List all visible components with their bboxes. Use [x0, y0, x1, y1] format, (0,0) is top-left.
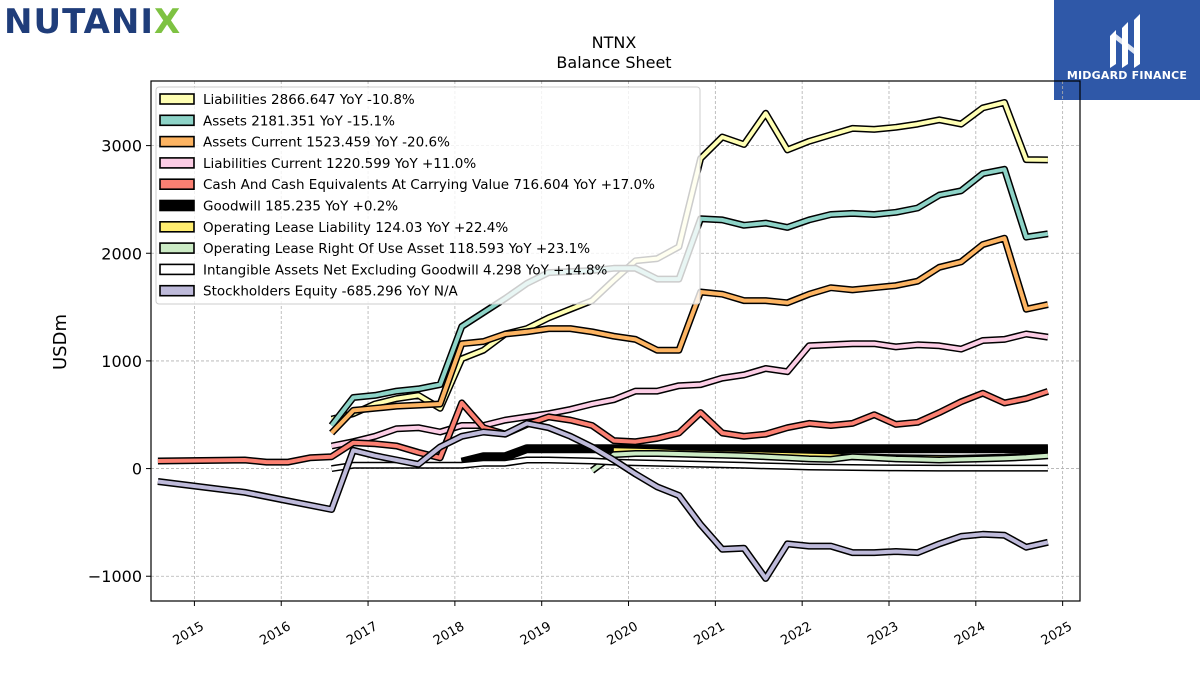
- plot-frame: [150, 80, 1081, 602]
- series-line: [590, 451, 1049, 473]
- x-tick-label: 2019: [518, 619, 554, 649]
- legend-label: Assets 2181.351 YoY -15.1%: [203, 113, 395, 129]
- legend: Liabilities 2866.647 YoY -10.8% Assets 21…: [155, 86, 701, 305]
- y-axis-ticks: −1000 0 1000 2000 3000: [88, 137, 151, 586]
- legend-label: Intangible Assets Net Excluding Goodwill…: [203, 262, 608, 278]
- x-tick-label: 2017: [344, 619, 380, 649]
- series-line: [157, 421, 1049, 581]
- y-tick-label: −1000: [88, 567, 142, 586]
- legend-label: Operating Lease Liability 124.03 YoY +22…: [203, 220, 508, 236]
- y-tick-label: 1000: [101, 352, 142, 371]
- series-line: [331, 458, 1048, 471]
- chart-title: NTNX: [592, 33, 637, 52]
- series-liabilities-current: [330, 330, 1049, 450]
- series-cash-and-cash-equivalents-at-carrying-value: [157, 388, 1050, 466]
- legend-swatch: [159, 157, 195, 169]
- legend-label: Cash And Cash Equivalents At Carrying Va…: [203, 177, 655, 193]
- series-outline: [330, 330, 1049, 450]
- nutanix-logo: NUTANIX: [4, 2, 181, 42]
- legend-swatch: [159, 178, 195, 190]
- legend-label: Liabilities Current 1220.599 YoY +11.0%: [203, 156, 476, 172]
- series-line: [157, 389, 1049, 465]
- x-tick-label: 2021: [692, 619, 728, 649]
- legend-swatch: [159, 242, 195, 254]
- x-tick-label: 2024: [952, 619, 988, 649]
- legend-swatch: [159, 263, 195, 276]
- x-axis-ticks: 2015 2016 2017 2018 2019 2020 2021 2022 2023 2024…: [171, 601, 1075, 649]
- legend-swatch: [159, 221, 195, 233]
- series-line: [330, 236, 1049, 435]
- series-goodwill: [460, 444, 1048, 467]
- x-tick-label: 2023: [865, 619, 901, 649]
- x-tick-label: 2020: [605, 619, 641, 649]
- series-assets-current: [329, 234, 1049, 436]
- logo-text: NUTANI: [4, 2, 155, 42]
- midgard-monogram-icon: [1110, 14, 1140, 68]
- x-tick-label: 2016: [257, 619, 293, 649]
- legend-box: [155, 86, 701, 305]
- partner-name: MIDGARD FINANCE: [1066, 69, 1188, 82]
- x-tick-label: 2015: [171, 619, 207, 649]
- legend-swatch: [159, 93, 195, 105]
- y-tick-label: 2000: [101, 244, 142, 263]
- legend-label: Goodwill 185.235 YoY +0.2%: [203, 199, 398, 215]
- series-stockholders-equity: [157, 419, 1049, 582]
- y-tick-label: 3000: [101, 137, 142, 156]
- y-axis-label: USDm: [50, 314, 71, 370]
- series-intangible-assets-net-excluding-goodwill: [331, 456, 1048, 473]
- legend-swatch: [159, 135, 195, 148]
- x-tick-label: 2022: [778, 619, 814, 649]
- x-tick-label: 2018: [431, 619, 467, 649]
- legend-label: Stockholders Equity -685.296 YoY N/A: [203, 284, 459, 300]
- series-operating-lease-right-of-use-asset: [590, 450, 1049, 474]
- legend-label: Operating Lease Right Of Use Asset 118.5…: [203, 241, 590, 257]
- logo-x-mark: X: [154, 2, 182, 42]
- chart-subtitle: Balance Sheet: [556, 53, 671, 72]
- legend-label: Liabilities 2866.647 YoY -10.8%: [203, 92, 415, 108]
- midgard-finance-logo: MIDGARD FINANCE: [1054, 0, 1200, 100]
- legend-swatch: [159, 114, 195, 127]
- legend-swatch: [159, 284, 195, 297]
- x-tick-label: 2025: [1039, 619, 1075, 649]
- series-line: [461, 445, 1048, 466]
- legend-label: Assets Current 1523.459 YoY -20.6%: [203, 135, 450, 151]
- y-tick-label: 0: [132, 460, 142, 479]
- legend-swatch: [159, 199, 195, 212]
